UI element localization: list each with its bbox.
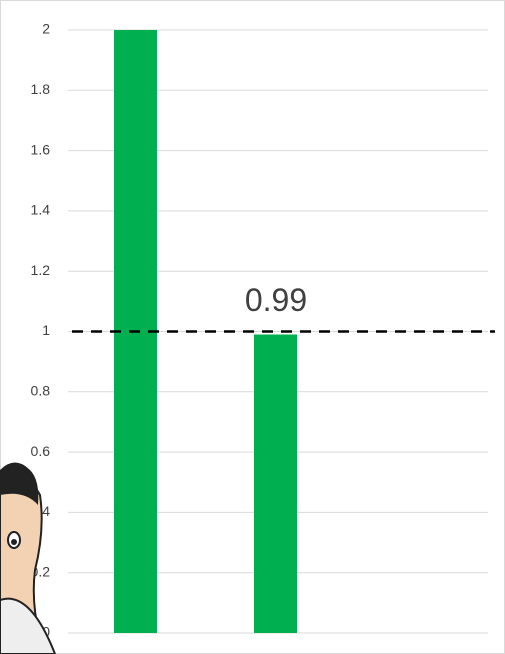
y-tick-label: 0.6 xyxy=(31,443,51,459)
y-tick-label: 0.8 xyxy=(31,383,51,399)
y-tick-label: 1.6 xyxy=(31,141,51,157)
cartoon-character xyxy=(0,462,57,654)
y-tick-label: 2 xyxy=(42,21,50,37)
y-tick-label: 1.4 xyxy=(31,202,51,218)
bar xyxy=(254,334,297,633)
y-tick-label: 1.2 xyxy=(31,262,51,278)
y-tick-label: 1.8 xyxy=(31,81,51,97)
y-tick-label: 1 xyxy=(42,322,50,338)
data-label: 0.99 xyxy=(245,282,307,318)
plot-area: 00.20.40.60.811.21.41.61.820.99 xyxy=(31,21,495,640)
y-tick-label: 0 xyxy=(42,624,50,640)
